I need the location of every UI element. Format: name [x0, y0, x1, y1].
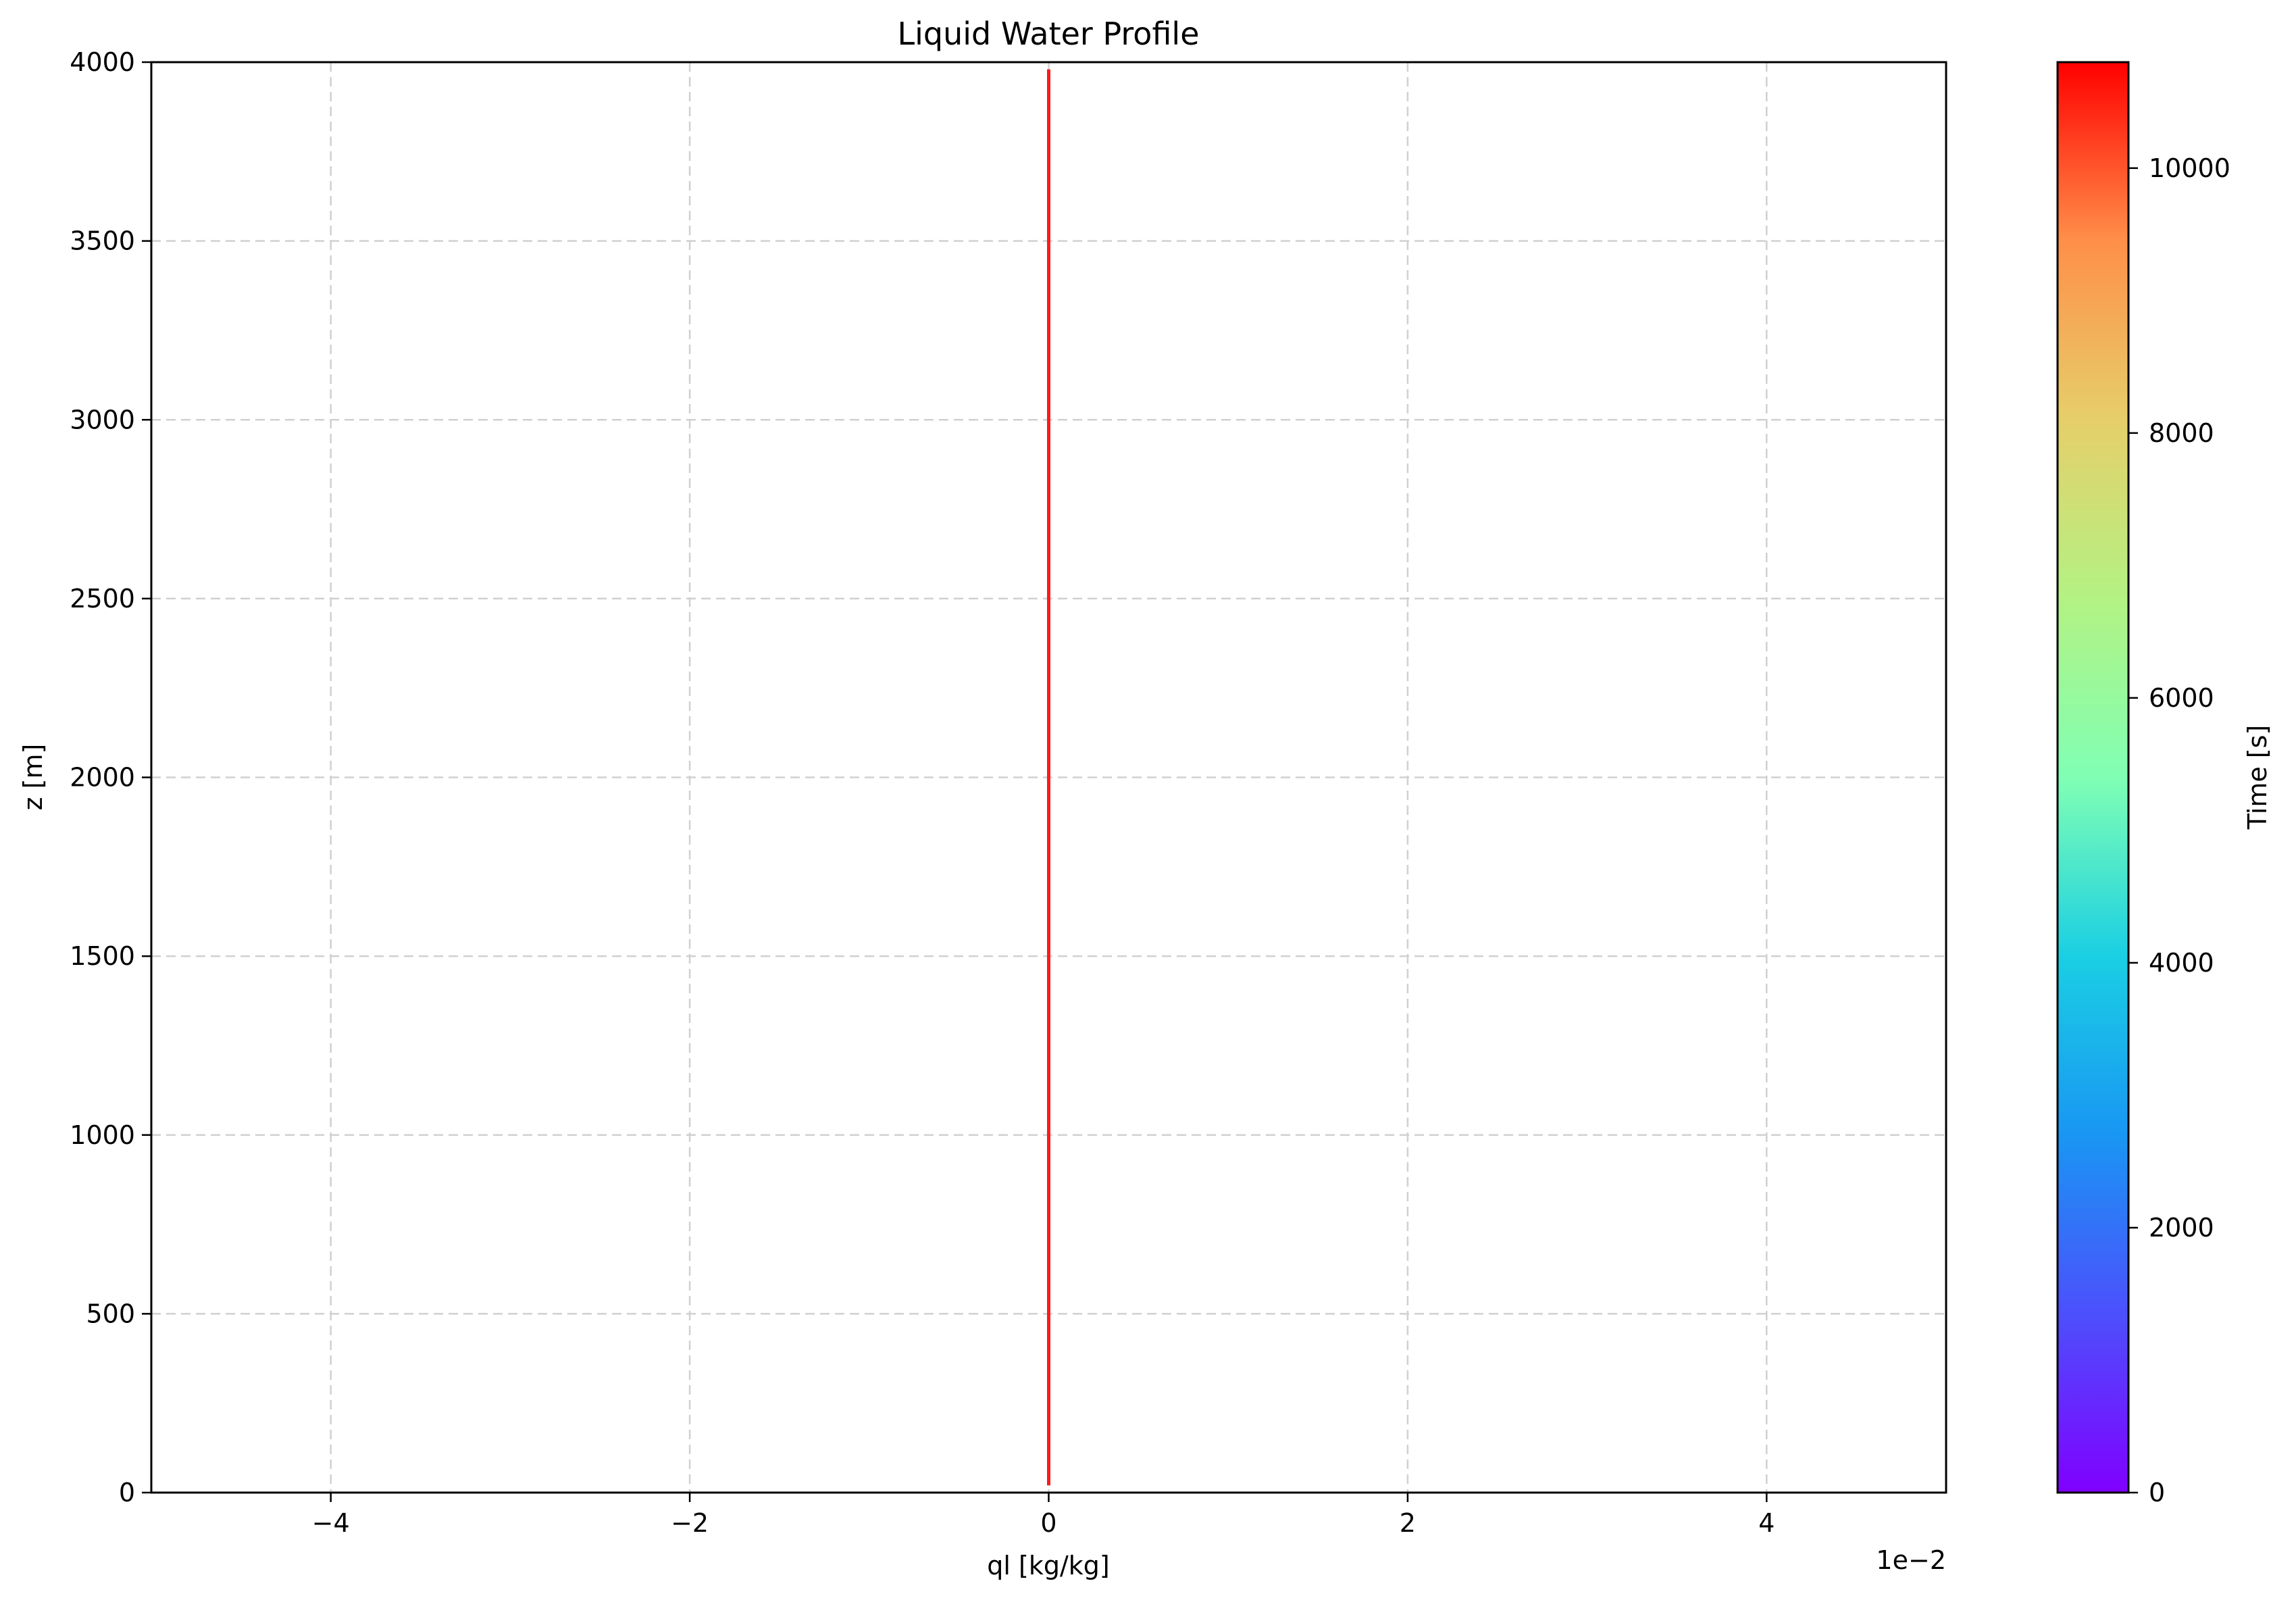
- x-axis-ticks: −4 −2 0 2 4: [312, 1493, 1775, 1538]
- colorbar-tick-label: 8000: [2149, 418, 2214, 448]
- y-tick-label: 1000: [70, 1120, 135, 1150]
- chart-title: Liquid Water Profile: [898, 16, 1200, 52]
- colorbar-ticks: 0 2000 4000 6000 8000 10000: [2128, 153, 2230, 1507]
- x-tick-label: 2: [1400, 1508, 1416, 1538]
- x-axis-offset-label: 1e−2: [1876, 1545, 1946, 1575]
- y-tick-label: 3500: [70, 226, 135, 256]
- colorbar-gradient: [2056, 61, 2130, 1494]
- y-axis-ticks: 0 500 1000 1500 2000 2500 3000 3500 4000: [70, 47, 151, 1507]
- y-tick-label: 1500: [70, 941, 135, 971]
- y-tick-label: 4000: [70, 47, 135, 77]
- x-tick-label: −4: [312, 1508, 350, 1538]
- y-tick-label: 0: [119, 1478, 135, 1507]
- y-tick-label: 3000: [70, 405, 135, 434]
- x-tick-label: 4: [1758, 1508, 1775, 1538]
- colorbar-tick-label: 4000: [2149, 948, 2214, 978]
- colorbar-label: Time [s]: [2243, 725, 2272, 830]
- y-tick-label: 2500: [70, 584, 135, 614]
- colorbar-tick-label: 10000: [2149, 153, 2230, 183]
- colorbar-tick-label: 0: [2149, 1478, 2165, 1507]
- colorbar: 0 2000 4000 6000 8000 10000 Time [s]: [2056, 61, 2272, 1507]
- colorbar-tick-label: 6000: [2149, 683, 2214, 713]
- x-tick-label: −2: [671, 1508, 709, 1538]
- y-axis-label: z [m]: [18, 744, 48, 811]
- y-tick-label: 2000: [70, 763, 135, 793]
- y-tick-label: 500: [86, 1299, 135, 1328]
- colorbar-tick-label: 2000: [2149, 1213, 2214, 1243]
- x-tick-label: 0: [1040, 1508, 1056, 1538]
- x-axis-label: ql [kg/kg]: [987, 1551, 1109, 1580]
